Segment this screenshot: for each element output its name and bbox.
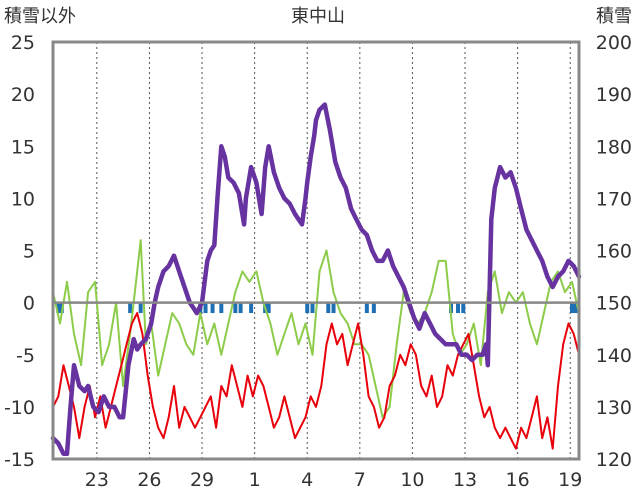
x-tick-label: 19	[558, 469, 582, 491]
left-tick-label: 5	[23, 241, 35, 263]
purple-line-series	[50, 102, 582, 457]
blue-bar	[305, 302, 310, 314]
blue-bar	[364, 302, 369, 314]
right-axis-title: 積雪	[596, 6, 632, 27]
blue-bar	[233, 302, 238, 314]
right-tick-label: 150	[596, 293, 632, 315]
right-axis-tick-labels: 200 190 180 170 160 150 140 130 120	[596, 32, 632, 471]
blue-bar	[238, 302, 243, 314]
right-tick-label: 130	[596, 397, 632, 419]
blue-bar	[56, 302, 61, 314]
right-tick-label: 170	[596, 188, 632, 210]
blue-bar	[249, 302, 254, 314]
left-tick-label: -5	[16, 345, 35, 367]
right-tick-label: 200	[596, 32, 632, 54]
line-series-group	[50, 102, 582, 457]
x-tick-label: 10	[400, 469, 424, 491]
blue-bar	[310, 302, 315, 314]
x-tick-label: 4	[301, 469, 313, 491]
red-line-series	[52, 312, 580, 450]
blue-bar	[210, 302, 215, 314]
blue-bar	[326, 302, 331, 314]
left-tick-label: 25	[11, 32, 35, 54]
left-tick-label: 10	[11, 188, 35, 210]
blue-bar	[456, 302, 461, 314]
left-axis-title: 積雪以外	[4, 6, 76, 27]
right-tick-label: 120	[596, 449, 632, 471]
vertical-grid-lines	[96, 42, 571, 459]
left-axis-tick-labels: 25 20 15 10 5 0 -5 -10 -15	[4, 32, 35, 471]
left-tick-label: -15	[4, 449, 35, 471]
chart-title: 東中山	[291, 6, 345, 27]
x-tick-label: 29	[190, 469, 214, 491]
x-tick-label: 26	[137, 469, 161, 491]
blue-bar	[138, 302, 143, 314]
x-tick-label: 7	[354, 469, 366, 491]
x-axis-tick-labels: 23 26 29 1 4 7 10 13 16 19	[85, 469, 583, 491]
right-tick-label: 180	[596, 136, 632, 158]
right-tick-label: 190	[596, 84, 632, 106]
left-tick-label: 0	[23, 293, 35, 315]
blue-bar	[573, 302, 578, 314]
blue-bar	[203, 302, 208, 314]
x-tick-label: 16	[506, 469, 530, 491]
green-line-series	[52, 239, 580, 419]
blue-bar	[569, 302, 574, 314]
blue-bar	[266, 302, 271, 314]
x-tick-label: 23	[85, 469, 109, 491]
blue-bar	[461, 302, 466, 314]
left-tick-label: 15	[11, 136, 35, 158]
blue-bar	[128, 302, 133, 314]
plot-area-frame	[51, 40, 581, 461]
blue-bar-series	[56, 302, 578, 314]
blue-bar	[219, 302, 224, 314]
x-tick-label: 1	[249, 469, 261, 491]
left-tick-label: -10	[4, 397, 35, 419]
x-tick-label: 13	[453, 469, 477, 491]
right-tick-label: 160	[596, 241, 632, 263]
left-tick-label: 20	[11, 84, 35, 106]
blue-bar	[371, 302, 376, 314]
right-tick-label: 140	[596, 345, 632, 367]
blue-bar	[331, 302, 336, 314]
